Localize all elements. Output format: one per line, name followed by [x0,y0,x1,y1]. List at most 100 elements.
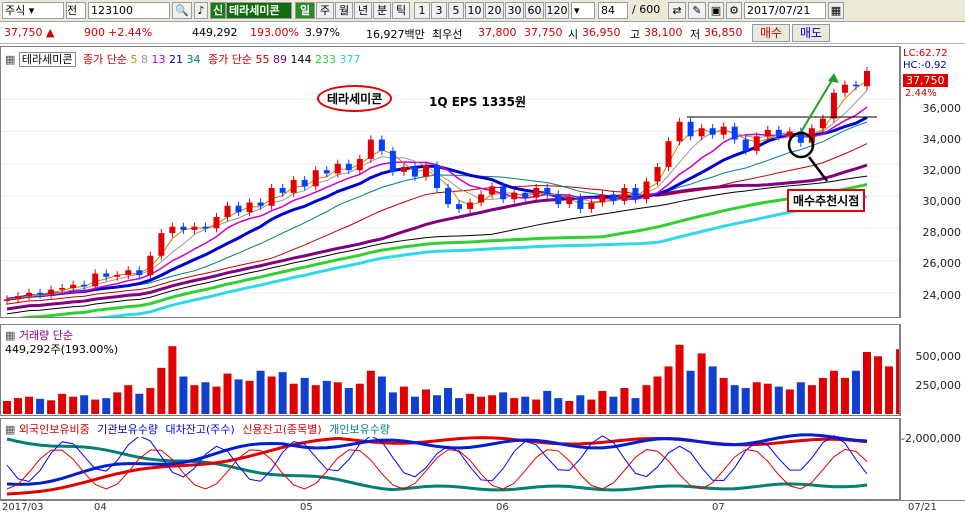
volume-bar [366,370,375,414]
save-icon[interactable]: ▣ [708,2,724,19]
holdings-legend: ▦ 외국인보유비중 기관보유수량 대차잔고(주수) 신용잔고(종목별) 개인보유… [5,421,390,437]
volume-bar [245,380,254,414]
market-select[interactable]: 주식 ▾ [2,2,64,19]
buy-button[interactable]: 매수 [752,24,790,42]
search-button[interactable]: 🔍 [172,2,192,19]
chart-tool-icon[interactable]: ⇄ [668,2,686,19]
volume-bar [752,382,761,414]
price-tick: 26,000 [922,257,962,270]
interval-60-button[interactable]: 60 [525,2,544,19]
volume-bar [146,388,155,414]
volume-panel[interactable]: ▦ 거래량 단순 449,292주(193.00%) [0,324,900,416]
period-minute-button[interactable]: 분 [373,2,391,19]
volume-bar [344,388,353,414]
volume-bar [278,372,287,414]
interval-30-button[interactable]: 30 [505,2,524,19]
code-value: 123100 [91,4,133,17]
price-tick: 24,000 [922,289,962,302]
candle-body [15,296,22,300]
volume-bar [47,400,56,414]
annotation-eps: 1Q EPS 1335원 [429,95,526,109]
interval-10-button[interactable]: 10 [465,2,484,19]
interval-20-button[interactable]: 20 [485,2,504,19]
ma-233: 233 [314,53,336,66]
interval-custom-select[interactable]: ▾ [571,2,595,19]
ma-label: 종가 단순 [83,53,127,66]
price-chart-panel[interactable]: ▦ 테라세미콘 종가 단순 5 8 13 21 34 종가 단순 55 89 1… [0,46,900,318]
calendar-icon[interactable]: ▦ [828,2,844,19]
volume-bar [80,395,89,414]
change-value: 900 [84,26,105,39]
volume-bar [212,386,221,414]
individual-line [6,437,868,492]
candle-body [489,186,496,195]
draw-tool-icon[interactable]: ✎ [688,2,706,19]
interval-5-button[interactable]: 5 [448,2,464,19]
candle-body [103,273,110,277]
volume-value: 449,292 [192,26,238,39]
new-badge: 신 [210,2,226,19]
code-input[interactable]: 123100 [88,2,170,19]
speaker-icon[interactable]: ♪ [194,2,208,19]
price-tick: 28,000 [922,226,962,239]
x-axis: 2017/03 04 05 06 07 07/21 [0,500,965,518]
candle-body [577,197,584,209]
period-month-button[interactable]: 월 [335,2,353,19]
volume-bar [818,377,827,414]
volume-bar [25,396,34,414]
candle-body [180,226,187,230]
legend-credit: 신용잔고(종목별) [242,423,322,436]
candle-body [632,187,639,200]
date-input[interactable]: 2017/07/21 [744,2,826,19]
period-day-button[interactable]: 일 [295,2,315,19]
volume-bar [620,388,629,414]
settings-icon[interactable]: ⚙ [726,2,742,19]
volume-bar [455,398,464,414]
ma-21: 21 [168,53,183,66]
candle-body [26,292,33,297]
candle-body [753,136,760,151]
candle-body [698,128,705,137]
candle-body [709,128,716,135]
candle-body [345,163,352,171]
ma-89: 89 [272,53,287,66]
candle-body [279,187,286,193]
ma-144: 144 [290,53,312,66]
volume-bar [410,396,419,414]
period-select[interactable]: 전 [66,2,86,19]
volume-ratio: 193.00% [250,26,299,39]
ma-89-line [6,163,868,311]
annotation-buy-point: 매수추천시점 [787,189,866,212]
interval-120-button[interactable]: 120 [545,2,569,19]
volume-bar [796,382,805,414]
volume-bar [311,385,320,414]
candle-body [610,194,617,201]
candle-body [48,289,55,295]
candle-body [37,292,44,295]
x-tick: 07 [712,502,725,513]
low-value: 36,850 [704,26,743,39]
volume-bar [785,389,794,414]
interval-3-button[interactable]: 3 [431,2,447,19]
sell-button[interactable]: 매도 [792,24,830,42]
volume-bar [719,377,728,414]
candle-body [290,179,297,193]
candle-body [356,158,363,171]
count-input[interactable]: 84 [598,2,628,19]
volume-bar [58,393,67,414]
volume-bar [697,353,706,414]
period-week-button[interactable]: 주 [316,2,334,19]
period-year-button[interactable]: 년 [354,2,372,19]
price-legend: ▦ 테라세미콘 종가 단순 5 8 13 21 34 종가 단순 55 89 1… [5,51,360,67]
holdings-panel[interactable]: ▦ 외국인보유비중 기관보유수량 대차잔고(주수) 신용잔고(종목별) 개인보유… [0,418,900,500]
candle-body [500,186,507,200]
volume-bar [631,398,640,414]
period-tick-button[interactable]: 틱 [392,2,410,19]
interval-1-button[interactable]: 1 [414,2,430,19]
ma-13: 13 [151,53,166,66]
volume-bar [102,398,111,414]
candle-body [544,187,551,195]
candle-body [511,192,518,200]
volume-bar [256,370,265,414]
volume-bar [840,377,849,414]
